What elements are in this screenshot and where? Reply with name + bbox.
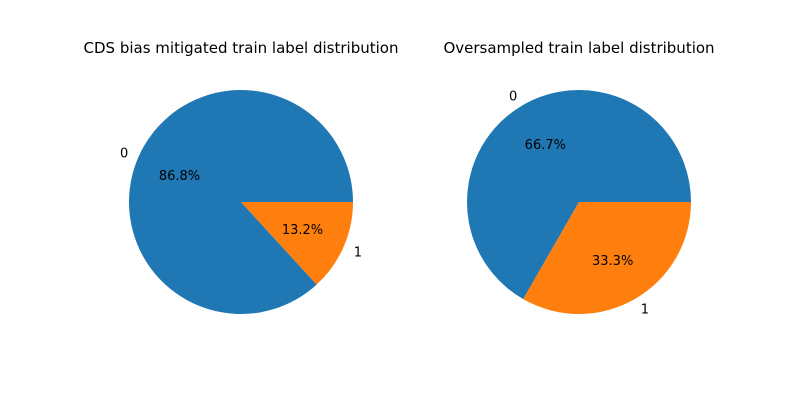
pie-0-slices: 86.8% 0 13.2% 1 — [120, 89, 362, 314]
pie-slice-0 — [467, 90, 691, 300]
chart-title: Oversampled train label distribution — [443, 39, 714, 57]
pie-chart-2: Oversampled train label distribution 66.… — [443, 39, 714, 318]
slice-value-label: 66.7% — [525, 138, 566, 153]
pie-1-slices: 66.7% 0 33.3% 1 — [467, 89, 691, 318]
slice-category-label: 1 — [641, 303, 649, 318]
slice-category-label: 1 — [354, 246, 362, 261]
pie-slice-1 — [241, 202, 353, 285]
slice-value-label: 86.8% — [159, 169, 200, 184]
pie-slice-1 — [523, 202, 691, 314]
slice-category-label: 0 — [120, 146, 128, 161]
slice-category-label: 0 — [509, 89, 517, 104]
chart-title: CDS bias mitigated train label distribut… — [84, 39, 399, 57]
slice-value-label: 13.2% — [282, 223, 323, 238]
pie-chart-1: CDS bias mitigated train label distribut… — [84, 39, 399, 314]
slice-value-label: 33.3% — [592, 254, 633, 269]
